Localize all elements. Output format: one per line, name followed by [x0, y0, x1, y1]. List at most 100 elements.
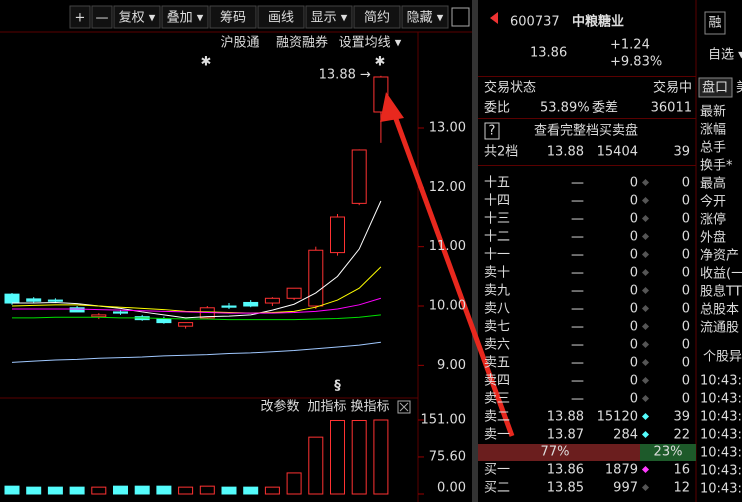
- annotation-arrow: [380, 92, 515, 437]
- field-label: 总股本: [700, 303, 739, 318]
- level-diamond: [641, 340, 650, 349]
- level-price: —: [571, 194, 584, 209]
- candle-body: [221, 305, 237, 308]
- buy-share: 77%: [541, 445, 570, 460]
- volume-bar: [69, 486, 85, 495]
- volume-bar: [178, 486, 194, 495]
- level-count: 0: [682, 248, 690, 263]
- level-volume: 0: [630, 392, 638, 407]
- level-volume: 0: [630, 194, 638, 209]
- level-volume: 0: [630, 284, 638, 299]
- tab-box[interactable]: [698, 77, 733, 98]
- level-label: 卖一: [484, 428, 510, 443]
- toolbar-button-label: 显示 ▾: [311, 11, 348, 26]
- level-diamond: [641, 232, 650, 241]
- level-count: 39: [673, 410, 690, 425]
- candle-body: [47, 299, 63, 302]
- level-price: —: [571, 248, 584, 263]
- level-count: 0: [682, 302, 690, 317]
- toolbar-button[interactable]: [401, 5, 449, 29]
- toolbar-button[interactable]: [305, 5, 353, 29]
- level-price: 13.85: [547, 481, 584, 496]
- level-diamond: [641, 286, 650, 295]
- toolbar-button[interactable]: [257, 5, 305, 29]
- label[interactable]: 自选 ▾: [708, 48, 742, 63]
- field-label: 收益(一): [700, 267, 742, 282]
- sell-share-bar: [640, 444, 696, 461]
- toolbar-button[interactable]: [161, 5, 209, 29]
- level-price: —: [571, 284, 584, 299]
- event-time: 10:43:: [700, 446, 742, 461]
- level-label: 买一: [484, 463, 510, 478]
- level-volume: 0: [630, 176, 638, 191]
- field-label: 股息TTM: [700, 284, 742, 300]
- label: 交易状态: [484, 80, 536, 96]
- divider: [478, 118, 696, 119]
- level-label: 卖九: [484, 284, 510, 299]
- level-volume: 284: [613, 428, 638, 443]
- level-volume: 1879: [605, 463, 638, 478]
- label: 个股异: [703, 350, 742, 365]
- candle-body: [351, 149, 367, 204]
- candle-body: [91, 314, 107, 318]
- level-volume: 15404: [597, 145, 638, 160]
- label: 交易中: [653, 80, 692, 96]
- event-time: 10:43:: [700, 428, 742, 443]
- indicator-button[interactable]: 换指标: [350, 400, 389, 415]
- level-diamond: [641, 376, 650, 385]
- price-change-pct: +9.83%: [610, 55, 662, 70]
- y-tick-label: 11.00: [429, 239, 466, 254]
- level-label: 十二: [484, 230, 510, 245]
- toolbar-button[interactable]: [209, 5, 257, 29]
- volume-bar: [199, 485, 215, 495]
- rong-box[interactable]: [704, 11, 726, 35]
- chart-link: 沪股通: [220, 35, 259, 51]
- level-volume: 0: [630, 212, 638, 227]
- back-icon[interactable]: [490, 12, 498, 24]
- candle-body: [156, 318, 172, 324]
- y-tick-label: 10.00: [429, 299, 466, 314]
- indicator-button[interactable]: 加指标: [307, 400, 346, 415]
- level-label: 卖八: [484, 302, 510, 317]
- help-box[interactable]: [484, 122, 500, 140]
- level-price: —: [571, 320, 584, 335]
- field-label: 总手: [700, 141, 726, 156]
- level-diamond: [641, 214, 650, 223]
- expand-icon[interactable]: [451, 7, 470, 27]
- toolbar-button[interactable]: [353, 5, 401, 29]
- level-diamond: [641, 178, 650, 187]
- indicator-button[interactable]: 改参数: [260, 399, 299, 415]
- help-icon: ?: [489, 124, 496, 139]
- full-book-link[interactable]: 查看完整档买卖盘: [534, 123, 638, 139]
- y-tick-label: 0.00: [437, 481, 466, 496]
- last-price: 13.86: [530, 46, 567, 61]
- level-label: 卖五: [484, 356, 510, 371]
- level-price: —: [571, 176, 584, 191]
- level-diamond: [641, 268, 650, 277]
- volume-bar: [156, 485, 172, 495]
- level-label: 卖三: [484, 392, 510, 407]
- event-time: 10:43:: [700, 392, 742, 407]
- event-time: 10:43:: [700, 374, 742, 389]
- close-icon[interactable]: [397, 400, 411, 414]
- level-diamond: [641, 483, 650, 492]
- toolbar-button[interactable]: [91, 5, 113, 29]
- volume-bar: [47, 486, 63, 495]
- candle-body: [69, 307, 85, 313]
- level-count: 0: [682, 392, 690, 407]
- toolbar-button[interactable]: [69, 5, 91, 29]
- candle-body: [4, 293, 20, 304]
- toolbar-button[interactable]: [113, 5, 161, 29]
- level-volume: 0: [630, 338, 638, 353]
- level-diamond: [641, 465, 650, 474]
- splitter[interactable]: [472, 0, 478, 502]
- label[interactable]: 盘口: [702, 80, 728, 96]
- level-label: 卖二: [484, 410, 510, 425]
- stock-name: 中粮糖业: [572, 14, 624, 30]
- level-label: 卖七: [484, 320, 510, 335]
- level-volume: 0: [630, 230, 638, 245]
- toolbar-button-label: 叠加 ▾: [167, 11, 204, 26]
- level-count: 39: [673, 145, 690, 160]
